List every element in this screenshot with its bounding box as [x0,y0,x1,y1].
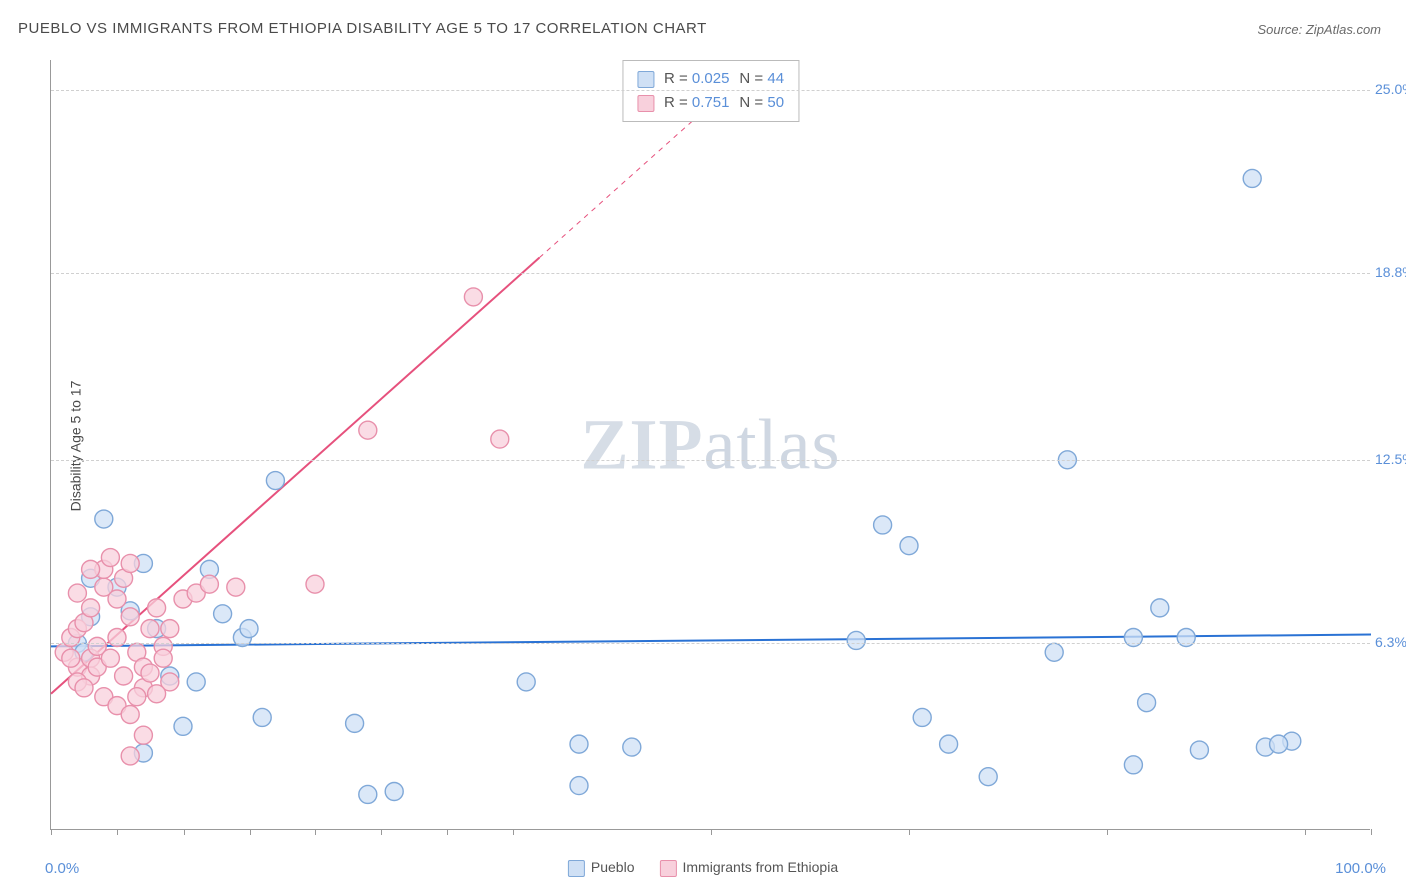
data-point [154,649,172,667]
data-point [148,599,166,617]
legend-stats-box: R = 0.025 N = 44 R = 0.751 N = 50 [622,60,799,122]
data-point [200,575,218,593]
legend-bottom: Pueblo Immigrants from Ethiopia [568,859,838,877]
data-point [1124,756,1142,774]
data-point [385,783,403,801]
data-point [847,631,865,649]
legend-stats-row: R = 0.025 N = 44 [637,67,784,91]
data-point [359,785,377,803]
x-tick [1305,829,1306,835]
data-point [570,777,588,795]
data-point [75,679,93,697]
x-tick [315,829,316,835]
x-max-label: 100.0% [1335,860,1386,877]
data-point [1045,643,1063,661]
data-point [266,472,284,490]
plot-area: ZIPatlas R = 0.025N = 44R = 0.751N = 50 … [50,60,1370,830]
data-point [979,768,997,786]
legend-swatch-icon [637,71,654,88]
data-point [623,738,641,756]
data-point [1243,169,1261,187]
data-point [148,685,166,703]
data-point [82,560,100,578]
gridline [51,643,1370,644]
data-point [128,688,146,706]
legend-series-name: Immigrants from Ethiopia [682,859,838,875]
source-label: Source: ZipAtlas.com [1257,22,1381,37]
data-point [464,288,482,306]
x-tick [909,829,910,835]
legend-swatch-icon [659,860,676,877]
data-point [121,608,139,626]
regression-line [51,258,539,694]
legend-item: Pueblo [568,859,635,877]
data-point [108,590,126,608]
x-tick [1371,829,1372,835]
x-tick [447,829,448,835]
data-point [940,735,958,753]
data-point [101,649,119,667]
chart-title: PUEBLO VS IMMIGRANTS FROM ETHIOPIA DISAB… [18,20,707,37]
y-tick-label: 12.5% [1375,451,1406,467]
data-point [68,584,86,602]
regression-line-dashed [539,104,711,257]
data-point [121,706,139,724]
x-tick [117,829,118,835]
data-point [1190,741,1208,759]
data-point [491,430,509,448]
data-point [62,649,80,667]
data-point [214,605,232,623]
x-tick [381,829,382,835]
data-point [517,673,535,691]
data-point [121,747,139,765]
legend-swatch-icon [637,95,654,112]
data-point [253,708,271,726]
y-tick-label: 18.8% [1375,264,1406,280]
data-point [306,575,324,593]
data-point [174,717,192,735]
data-point [187,673,205,691]
data-point [141,664,159,682]
x-tick [51,829,52,835]
data-point [141,620,159,638]
data-point [95,510,113,528]
x-tick [184,829,185,835]
data-point [240,620,258,638]
gridline [51,273,1370,274]
x-tick [250,829,251,835]
legend-item: Immigrants from Ethiopia [659,859,838,877]
data-point [115,667,133,685]
data-point [227,578,245,596]
data-point [101,549,119,567]
scatter-svg [51,60,1371,830]
x-min-label: 0.0% [45,860,79,877]
legend-n-label: N = 50 [739,91,784,115]
gridline [51,460,1370,461]
data-point [359,421,377,439]
data-point [121,554,139,572]
data-point [134,726,152,744]
x-tick [1107,829,1108,835]
legend-stats-row: R = 0.751 N = 50 [637,91,784,115]
y-tick-label: 6.3% [1375,634,1406,650]
legend-swatch-icon [568,860,585,877]
data-point [913,708,931,726]
data-point [1270,735,1288,753]
data-point [161,620,179,638]
x-tick [711,829,712,835]
data-point [570,735,588,753]
legend-r-label: R = 0.025 [664,67,729,91]
data-point [874,516,892,534]
data-point [346,714,364,732]
data-point [900,537,918,555]
x-tick [513,829,514,835]
data-point [82,599,100,617]
gridline [51,90,1370,91]
data-point [1138,694,1156,712]
data-point [1151,599,1169,617]
legend-series-name: Pueblo [591,859,635,875]
legend-r-label: R = 0.751 [664,91,729,115]
y-tick-label: 25.0% [1375,81,1406,97]
legend-n-label: N = 44 [739,67,784,91]
